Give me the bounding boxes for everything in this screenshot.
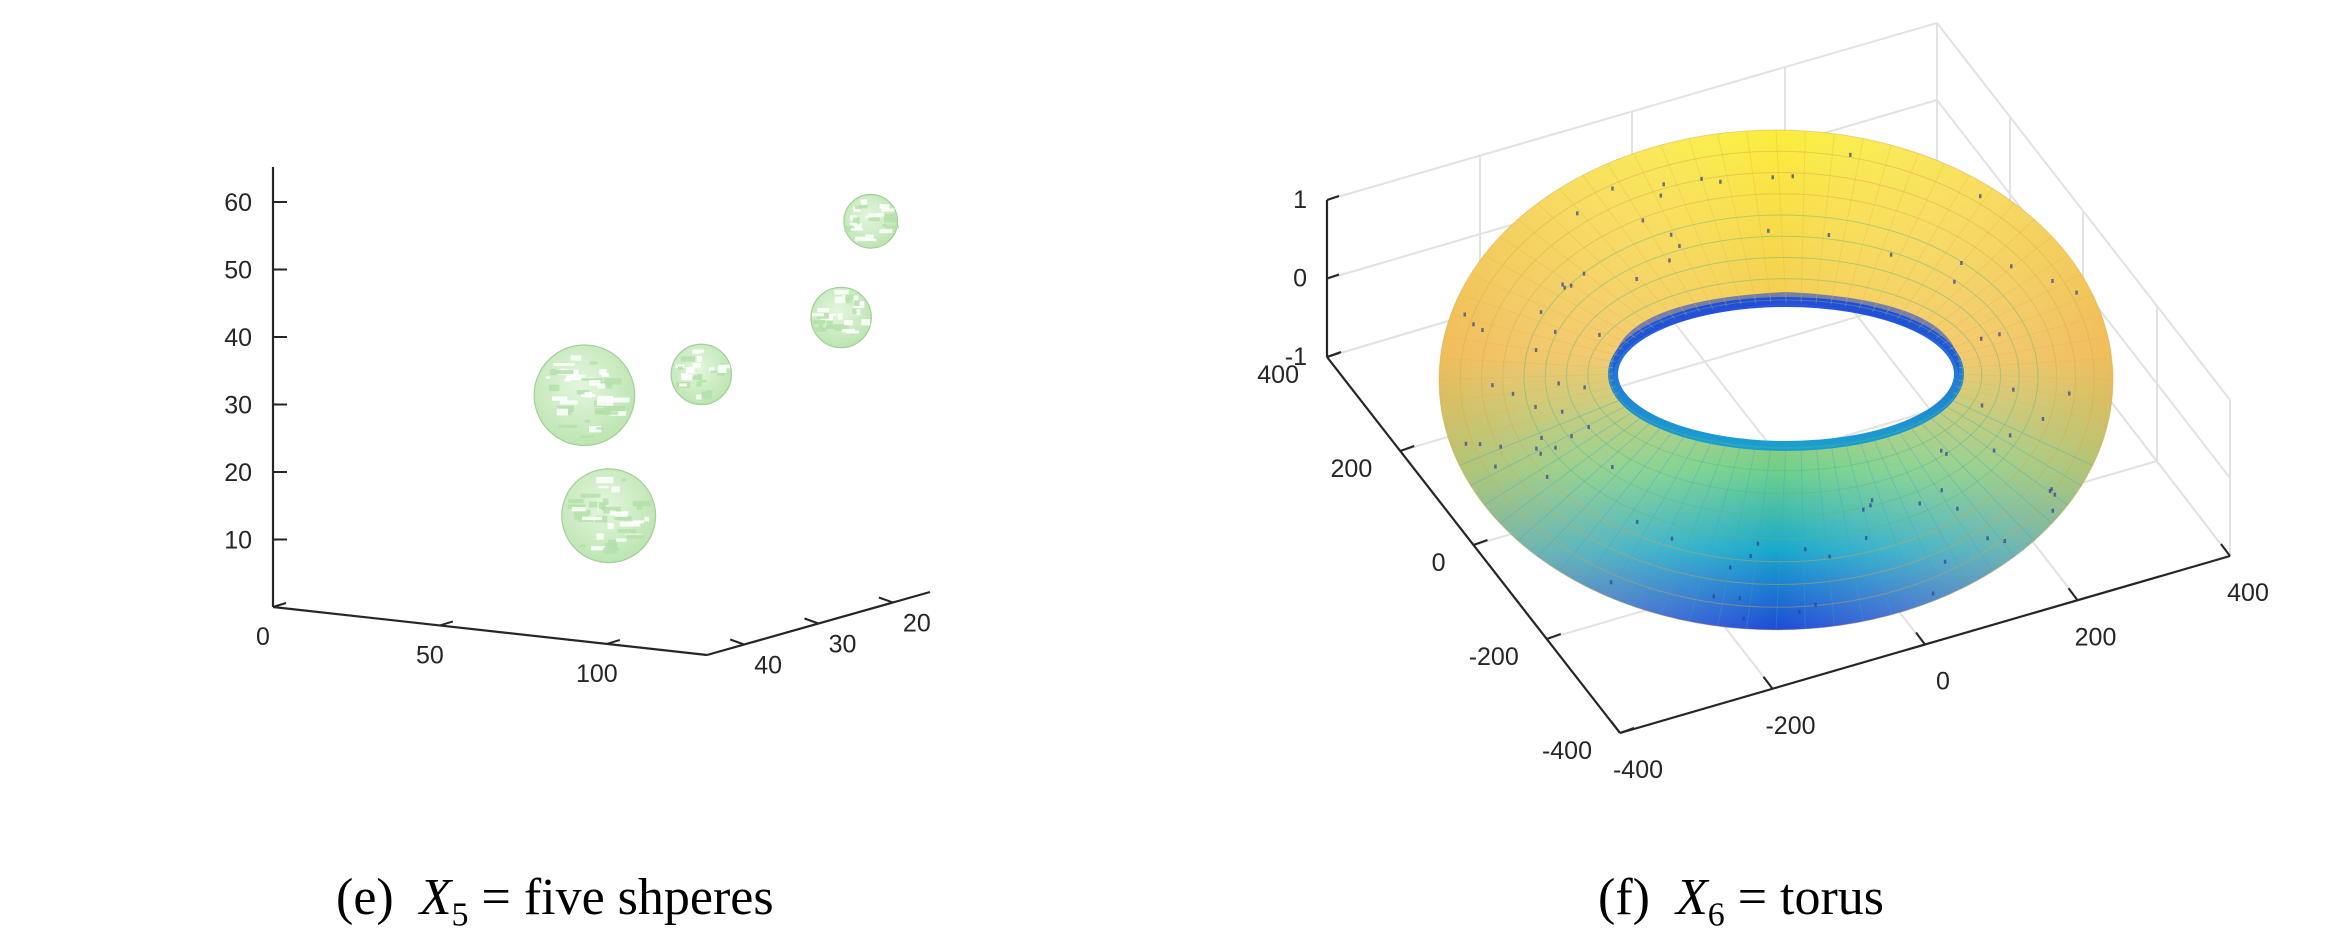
sphere-1 (533, 344, 636, 447)
x-tick-label: -200 (1765, 712, 1815, 740)
y-tick (804, 617, 819, 625)
y-tick-label: -400 (1542, 737, 1592, 765)
y-tick (1399, 445, 1415, 452)
x-tick (2220, 543, 2231, 557)
caption-subscript: 5 (451, 896, 469, 934)
z-tick-label: 50 (224, 257, 252, 285)
y-tick (729, 638, 745, 646)
panel-five-spheres: 10 20 30 40 50 60 0 50 100 40 30 20 (224, 167, 931, 688)
caption-label: (e) (336, 869, 394, 926)
sphere-4 (843, 193, 900, 249)
caption-equals: = (1737, 869, 1768, 926)
y-tick-label: 30 (829, 631, 857, 659)
torus-surface (1438, 129, 2114, 631)
sphere-5 (810, 286, 872, 349)
x-tick (2067, 587, 2079, 601)
caption-f: (f) X6 = torus (1598, 868, 1884, 934)
x-tick (1610, 720, 1621, 734)
z-tick-label: 10 (224, 527, 252, 555)
z-tick-label: 60 (224, 189, 252, 217)
x-tick-label: 0 (256, 623, 270, 651)
x-tick-label: -400 (1613, 756, 1663, 784)
spheres (533, 193, 900, 564)
z-tick (1326, 273, 1340, 280)
y-tick (1473, 539, 1488, 546)
caption-variable: X (1675, 869, 1708, 926)
x-tick (439, 620, 454, 627)
y-tick (1326, 351, 1342, 358)
caption-label: (f) (1598, 869, 1650, 926)
z-tick-label: -1 (1285, 343, 1307, 371)
x-tick (1762, 676, 1774, 690)
x-tick-label: 50 (416, 641, 444, 669)
y-tick (1619, 727, 1635, 734)
axis-ticks: 10 20 30 40 50 60 0 50 100 40 30 20 (224, 189, 931, 688)
x-tick-label: 0 (1936, 668, 1950, 696)
caption-equals: = (481, 869, 511, 926)
y-tick-label: 0 (1432, 549, 1446, 577)
y-tick-label: 400 (1257, 361, 1299, 389)
z-tick (1326, 195, 1340, 201)
y-tick (878, 596, 894, 604)
sphere-2 (670, 343, 733, 406)
z-tick-label: 20 (224, 459, 252, 487)
x-tick-label: 100 (576, 660, 618, 688)
x-tick-label: 400 (2227, 579, 2269, 607)
caption-variable: X (419, 869, 452, 926)
x-tick-label: 200 (2075, 623, 2117, 651)
y-tick-label: -200 (1469, 643, 1519, 671)
caption-text: five shperes (523, 869, 774, 926)
z-tick-label: 40 (224, 324, 252, 352)
y-tick-label: 40 (754, 652, 782, 680)
z-tick-label: 1 (1293, 186, 1307, 214)
y-tick-label: 200 (1331, 455, 1373, 483)
sphere-3 (561, 468, 657, 564)
x-tick (606, 638, 621, 645)
z-tick-label: 0 (1293, 265, 1307, 293)
z-tick-label: 30 (224, 392, 252, 420)
x-tick (272, 602, 287, 608)
x-axis-line (272, 605, 708, 657)
y-tick-label: 20 (903, 610, 931, 638)
caption-subscript: 6 (1707, 896, 1725, 934)
caption-e: (e) X5 = five shperes (336, 868, 774, 934)
caption-text: torus (1780, 869, 1885, 926)
x-tick (1915, 631, 1926, 646)
y-tick (1546, 633, 1562, 640)
